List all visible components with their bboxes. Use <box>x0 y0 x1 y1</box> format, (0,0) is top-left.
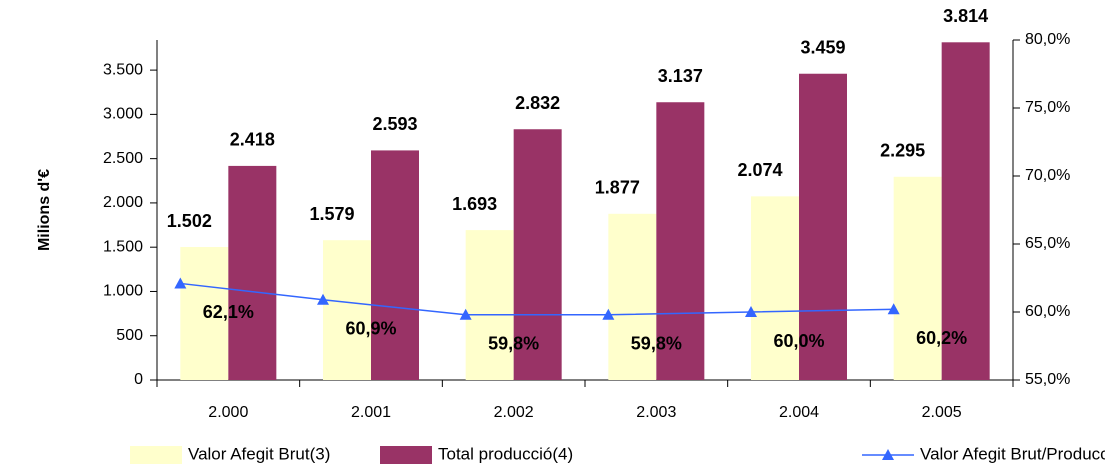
legend-label: Valor Afegit Brut/Producció <box>920 444 1105 463</box>
line-marker <box>745 306 757 317</box>
bar-value-label: 3.814 <box>943 6 988 26</box>
y2-tick-label: 80,0% <box>1025 31 1070 48</box>
line-value-label: 60,2% <box>916 328 967 348</box>
y-tick-label: 500 <box>116 327 143 344</box>
bar <box>893 176 942 380</box>
line <box>180 282 894 316</box>
line-marker <box>602 308 615 320</box>
y-tick-label: 3.500 <box>103 61 143 78</box>
legend-swatch <box>130 446 182 464</box>
legend-marker <box>882 449 894 460</box>
legend-swatch <box>380 446 432 464</box>
bar-value-label: 2.832 <box>515 93 560 113</box>
bar <box>799 73 847 380</box>
y2-tick-label: 60,0% <box>1025 303 1070 320</box>
line-marker <box>887 303 900 315</box>
bar <box>941 42 990 380</box>
legend-label: Valor Afegit Brut(3) <box>188 444 330 463</box>
line-marker <box>174 277 187 289</box>
line-value-label: 60,0% <box>773 331 824 351</box>
bar-value-label: 2.295 <box>880 141 925 161</box>
bar <box>180 247 229 380</box>
bar <box>608 213 657 380</box>
x-tick-label: 2.002 <box>494 404 534 421</box>
x-tick-label: 2.004 <box>779 404 819 421</box>
x-tick-label: 2.001 <box>351 404 391 421</box>
bar <box>751 196 799 380</box>
y2-tick-label: 55,0% <box>1025 371 1070 388</box>
y-tick-label: 0 <box>134 371 143 388</box>
bar <box>656 102 705 381</box>
bar-value-label: 2.418 <box>230 130 275 150</box>
x-tick-label: 2.005 <box>922 404 962 421</box>
line-marker <box>317 293 329 305</box>
bar-value-label: 3.459 <box>800 37 845 57</box>
bar-value-label: 1.693 <box>452 194 497 214</box>
line-value-label: 59,8% <box>488 333 539 353</box>
bar <box>465 230 514 380</box>
y-tick-label: 2.500 <box>103 150 143 167</box>
bar-value-label: 3.137 <box>658 66 703 86</box>
y-tick-label: 2.000 <box>103 194 143 211</box>
bar <box>323 240 371 380</box>
bar-value-label: 1.502 <box>167 211 212 231</box>
x-tick-label: 2.000 <box>208 404 248 421</box>
y-tick-label: 3.000 <box>103 106 143 123</box>
y-tick-label: 1.000 <box>103 283 143 300</box>
y2-tick-label: 65,0% <box>1025 235 1070 252</box>
bar-value-label: 1.877 <box>595 178 640 198</box>
bar <box>371 150 419 380</box>
bar-value-label: 1.579 <box>309 204 354 224</box>
legend-label: Total producció(4) <box>438 444 573 463</box>
y-tick-label: 1.500 <box>103 238 143 255</box>
line-value-label: 60,9% <box>345 319 396 339</box>
y2-tick-label: 75,0% <box>1025 99 1070 116</box>
bar-value-label: 2.074 <box>737 160 782 180</box>
bar-value-label: 2.593 <box>372 114 417 134</box>
x-tick-label: 2.003 <box>636 404 676 421</box>
y-axis-title: Milions d'€ <box>36 169 53 251</box>
line-marker <box>459 308 472 320</box>
bar <box>228 165 277 380</box>
line-value-label: 59,8% <box>631 333 682 353</box>
line-value-label: 62,1% <box>203 302 254 322</box>
bar <box>513 129 562 380</box>
y2-tick-label: 70,0% <box>1025 167 1070 184</box>
